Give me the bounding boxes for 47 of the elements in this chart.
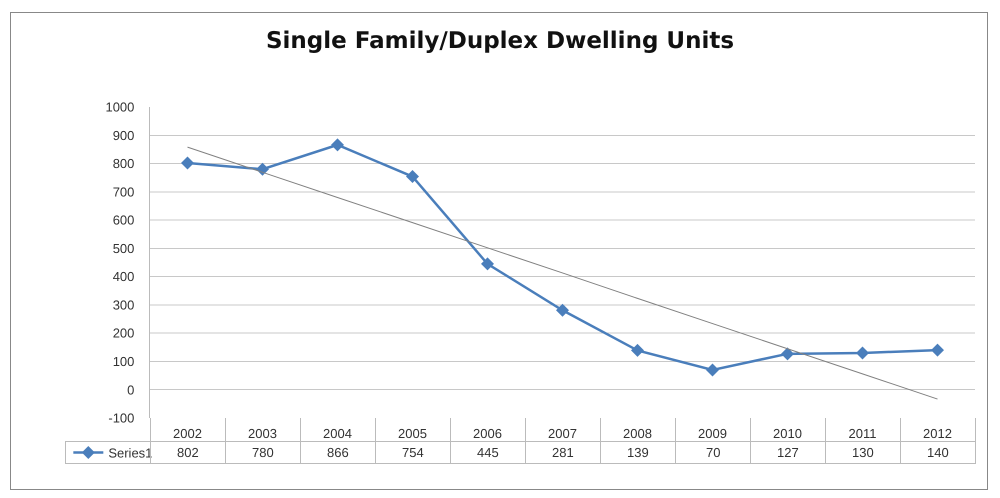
x-tick-label: 2002	[173, 426, 202, 441]
data-label: 281	[552, 445, 574, 460]
y-tick-label: 0	[127, 382, 134, 398]
point	[856, 346, 869, 360]
x-tick-label: 2007	[548, 426, 577, 441]
y-tick-label: 900	[112, 128, 134, 143]
y-tick-label: 1000	[105, 100, 134, 115]
x-tick-label: 2009	[698, 426, 727, 441]
x-tick-label: 2005	[398, 426, 427, 441]
x-tick-label: 2006	[473, 426, 502, 441]
x-tick-label: 2004	[323, 426, 352, 441]
data-label: 130	[852, 445, 874, 460]
data-label: 139	[627, 445, 649, 460]
x-tick-label: 2011	[848, 426, 876, 441]
y-tick-label: 700	[112, 184, 134, 200]
y-tick-label: -100	[108, 410, 134, 426]
data-label: 127	[777, 445, 799, 460]
x-tick-label: 2008	[623, 426, 652, 441]
x-tick-label: 2012	[923, 426, 952, 441]
y-tick-label: 300	[112, 297, 134, 312]
y-tick-label: 600	[112, 212, 134, 228]
point	[631, 344, 644, 357]
point	[406, 170, 419, 184]
point	[181, 156, 194, 170]
y-tick-label: 500	[112, 240, 134, 256]
data-label: 754	[402, 445, 424, 460]
y-tick-label: 400	[112, 269, 134, 284]
y-tick-label: 800	[112, 156, 134, 172]
point	[706, 363, 719, 376]
data-label: 802	[177, 445, 199, 460]
data-label: 445	[477, 445, 499, 460]
data-label: 780	[252, 445, 274, 460]
y-tick-label: 200	[112, 326, 134, 341]
data-label: 70	[706, 445, 720, 460]
legend-label: Series1	[108, 446, 152, 461]
point	[256, 162, 269, 176]
point	[556, 304, 569, 317]
data-label: 140	[927, 445, 949, 460]
point	[481, 257, 494, 270]
chart-title: Single Family/Duplex Dwelling Units	[266, 28, 734, 54]
data-label: 866	[327, 445, 349, 460]
x-tick-label: 2010	[773, 426, 802, 441]
point	[331, 138, 344, 152]
x-tick-label: 2003	[248, 426, 277, 441]
y-tick-label: 100	[112, 354, 134, 369]
point	[931, 344, 944, 357]
point	[781, 347, 794, 360]
